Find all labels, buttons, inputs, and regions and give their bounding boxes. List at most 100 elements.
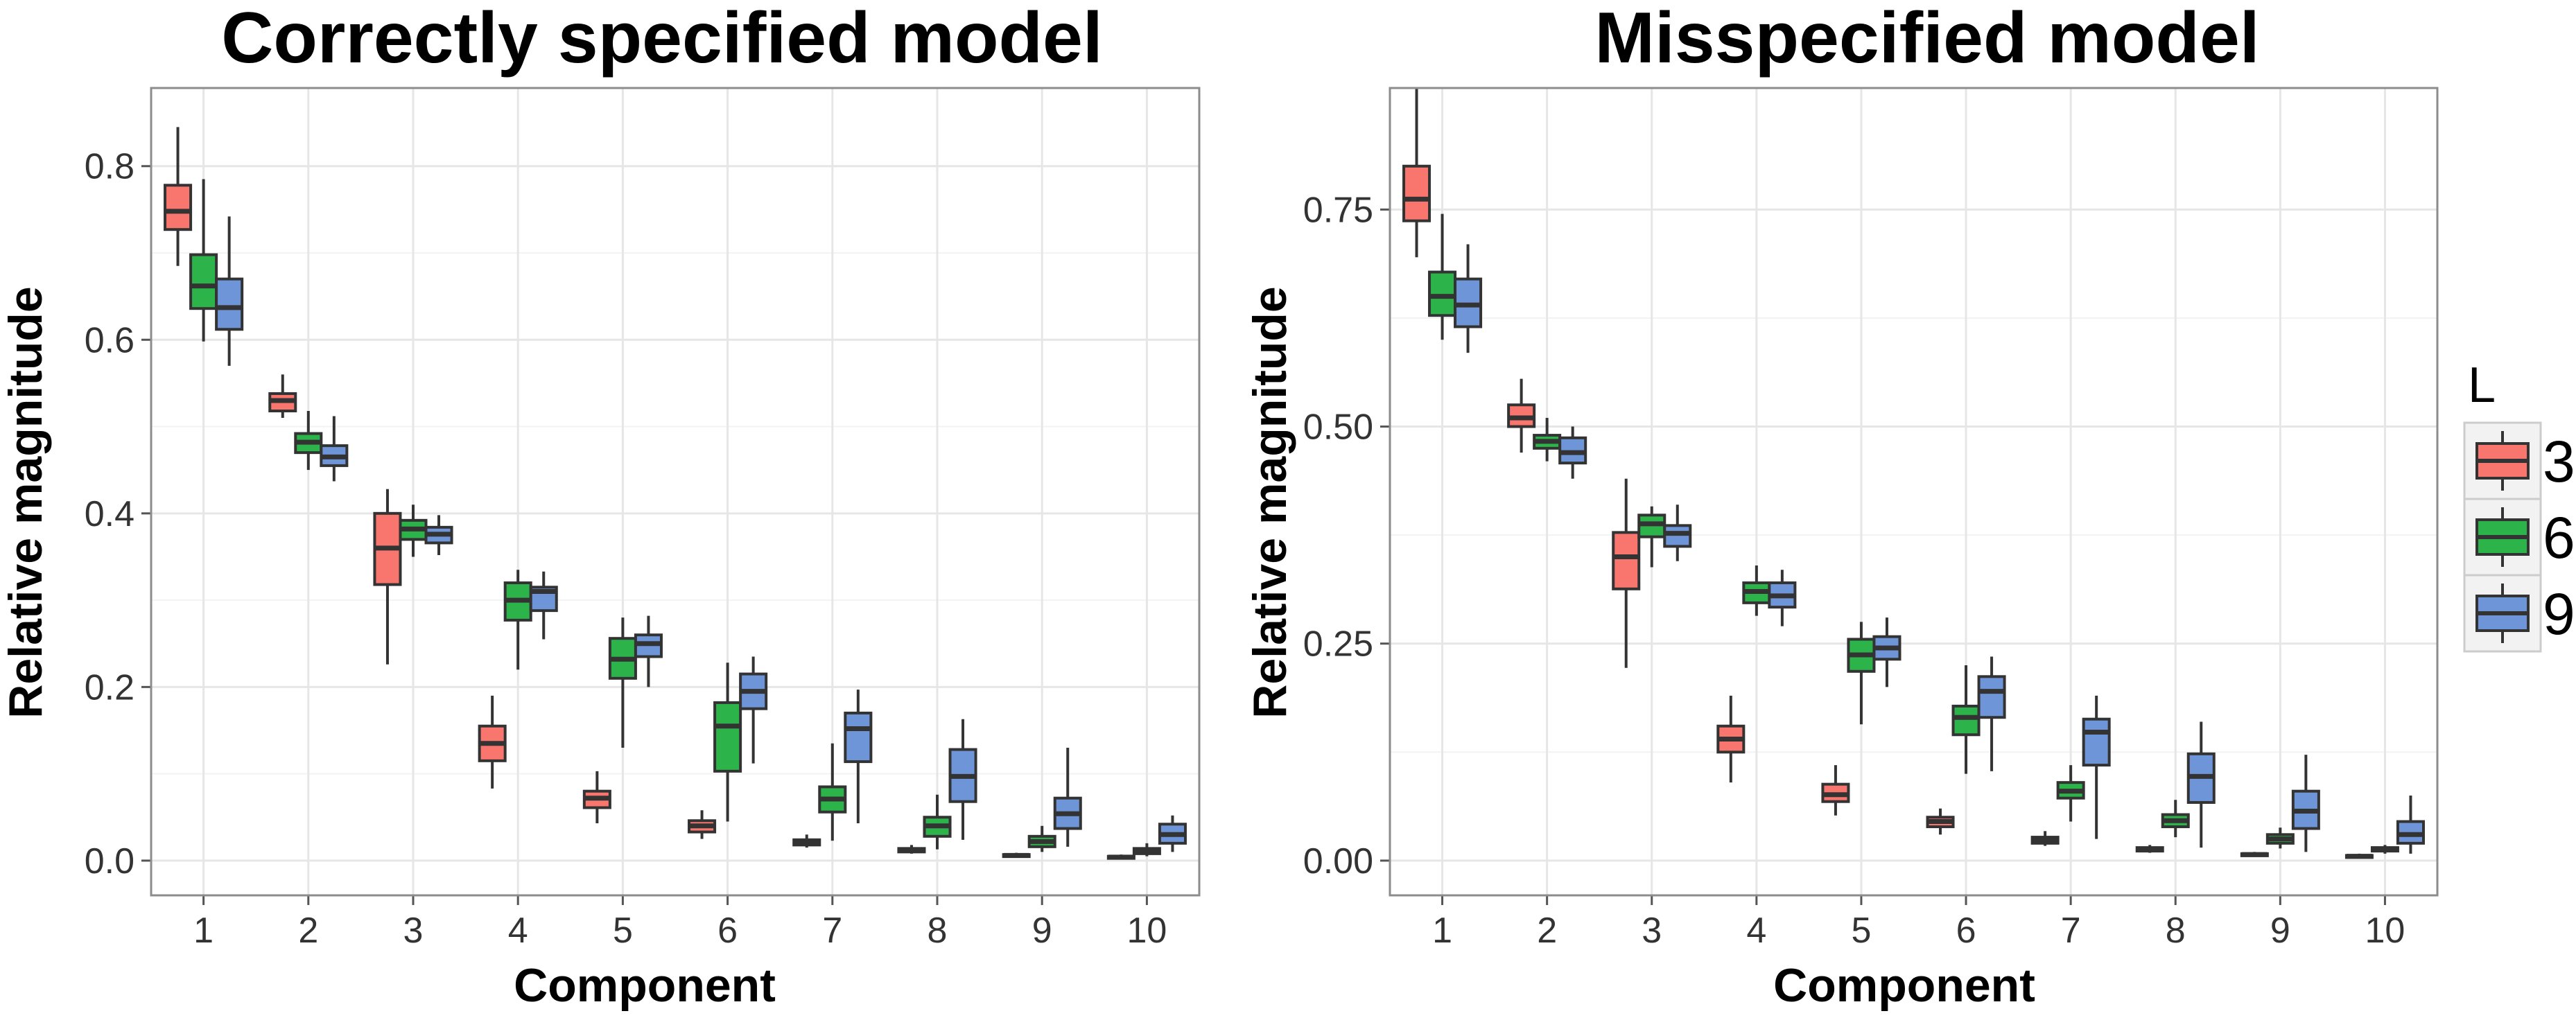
right-box-c10-L9 — [2396, 795, 2425, 854]
right-box-c8-L6 — [2161, 800, 2190, 838]
right-box-c5-L9 — [1872, 617, 1901, 687]
box-body — [844, 711, 873, 764]
right-chart-title: Misspecified model — [1594, 0, 2259, 78]
right-x-tick-label: 2 — [1537, 911, 1557, 951]
left-box-c9-L9 — [1053, 748, 1082, 847]
left-box-c7-L6 — [818, 743, 847, 841]
left-box-c2-L6 — [294, 411, 323, 471]
right-box-c10-L6 — [2370, 845, 2399, 854]
left-box-c7-L9 — [844, 690, 873, 824]
left-x-tick-label: 4 — [508, 911, 528, 951]
left-box-c1-L3 — [164, 127, 193, 266]
box-body — [1402, 164, 1431, 222]
left-box-c2-L9 — [320, 416, 349, 482]
left-box-c2-L3 — [268, 374, 297, 419]
right-y-tick-label: 0.50 — [1303, 407, 1373, 448]
left-x-tick-label: 9 — [1032, 911, 1052, 951]
left-box-c1-L6 — [189, 179, 218, 342]
right-box-c9-L3 — [2240, 852, 2269, 857]
right-chart-panel: 0.00 0.25 0.50 0.75 1 2 3 4 5 6 7 8 9 10 — [1303, 87, 2439, 951]
left-box-c4-L6 — [503, 570, 532, 670]
left-box-c6-L3 — [688, 810, 717, 839]
left-box-c8-L6 — [923, 794, 952, 850]
box-body — [2082, 717, 2111, 767]
right-box-c1-L3 — [1402, 88, 1431, 258]
left-x-tick-label: 5 — [613, 911, 633, 951]
left-box-c4-L9 — [529, 571, 558, 640]
left-plot-background — [151, 88, 1199, 895]
right-box-c3-L6 — [1637, 506, 1666, 568]
right-x-tick-label: 9 — [2270, 911, 2290, 951]
left-y-tick-label: 0.2 — [85, 667, 134, 708]
right-y-axis-title: Relative magnitude — [1244, 286, 1296, 719]
left-y-tick-label: 0.0 — [85, 841, 134, 881]
right-box-c3-L3 — [1612, 478, 1641, 668]
left-chart-panel: 0.0 0.2 0.4 0.6 0.8 1 2 3 4 5 6 7 8 9 10 — [85, 87, 1201, 951]
right-box-c5-L3 — [1821, 765, 1850, 816]
left-box-c1-L9 — [215, 216, 244, 366]
left-box-c6-L6 — [713, 662, 742, 822]
legend-label-6: 6 — [2543, 505, 2575, 570]
legend-label-3: 3 — [2543, 429, 2575, 494]
box-body — [1977, 675, 2006, 719]
right-y-tick-label: 0.25 — [1303, 624, 1373, 665]
right-x-axis-title: Component — [1773, 959, 2035, 1012]
left-x-tick-label: 1 — [193, 911, 214, 951]
right-box-c6-L3 — [1926, 808, 1955, 835]
legend-item-9: 9 — [2463, 574, 2575, 653]
left-x-tick-label: 6 — [717, 911, 738, 951]
left-box-c4-L3 — [478, 695, 507, 789]
right-plot-background — [1390, 88, 2437, 895]
left-box-c9-L6 — [1027, 825, 1056, 852]
right-box-c3-L9 — [1663, 504, 1692, 561]
right-box-c6-L9 — [1977, 656, 2006, 771]
right-box-c9-L6 — [2265, 827, 2295, 849]
left-panel-border — [150, 87, 1201, 897]
legend-item-6: 6 — [2463, 498, 2575, 577]
right-x-tick-label: 4 — [1746, 911, 1766, 951]
right-box-c4-L9 — [1768, 570, 1797, 626]
right-x-tick-label: 3 — [1642, 911, 1662, 951]
left-box-c10-L3 — [1106, 854, 1135, 860]
right-box-c1-L9 — [1454, 244, 1483, 353]
left-x-tick-label: 3 — [403, 911, 424, 951]
left-box-c5-L3 — [582, 771, 611, 824]
box-body — [713, 701, 742, 773]
left-box-c10-L9 — [1158, 815, 1187, 852]
left-box-c5-L9 — [634, 615, 663, 687]
right-box-c7-L6 — [2056, 765, 2085, 822]
right-y-tick-label: 0.00 — [1303, 841, 1373, 881]
legend-label-9: 9 — [2543, 581, 2575, 647]
right-box-c2-L3 — [1507, 378, 1536, 453]
left-y-tick-label: 0.8 — [85, 147, 134, 187]
right-x-tick-label: 6 — [1956, 911, 1976, 951]
right-box-c6-L6 — [1951, 665, 1981, 774]
right-box-c10-L3 — [2344, 853, 2374, 859]
right-box-c4-L3 — [1716, 695, 1746, 783]
left-x-tick-label: 7 — [822, 911, 842, 951]
box-body — [1428, 270, 1457, 317]
left-y-tick-label: 0.4 — [85, 494, 134, 534]
box-body — [164, 184, 193, 231]
right-box-c9-L9 — [2291, 755, 2320, 852]
left-box-c3-L9 — [424, 515, 453, 555]
box-body — [1951, 704, 1981, 737]
left-box-c8-L3 — [897, 845, 926, 854]
left-box-c9-L3 — [1002, 852, 1031, 859]
right-y-tick-label: 0.75 — [1303, 190, 1373, 230]
legend-title: L — [2468, 358, 2496, 413]
left-x-tick-label: 2 — [298, 911, 318, 951]
left-box-c6-L9 — [739, 656, 768, 764]
left-y-axis-title: Relative magnitude — [0, 286, 52, 719]
left-x-tick-label: 8 — [928, 911, 948, 951]
right-x-tick-label: 10 — [2365, 911, 2405, 951]
right-box-c4-L6 — [1742, 565, 1771, 616]
left-x-tick-label: 10 — [1126, 911, 1167, 951]
box-body — [1612, 531, 1641, 590]
box-body — [1663, 524, 1692, 548]
left-y-tick-label: 0.6 — [85, 320, 134, 360]
left-box-c5-L6 — [608, 617, 637, 748]
right-x-tick-label: 5 — [1851, 911, 1871, 951]
right-x-tick-label: 8 — [2166, 911, 2186, 951]
